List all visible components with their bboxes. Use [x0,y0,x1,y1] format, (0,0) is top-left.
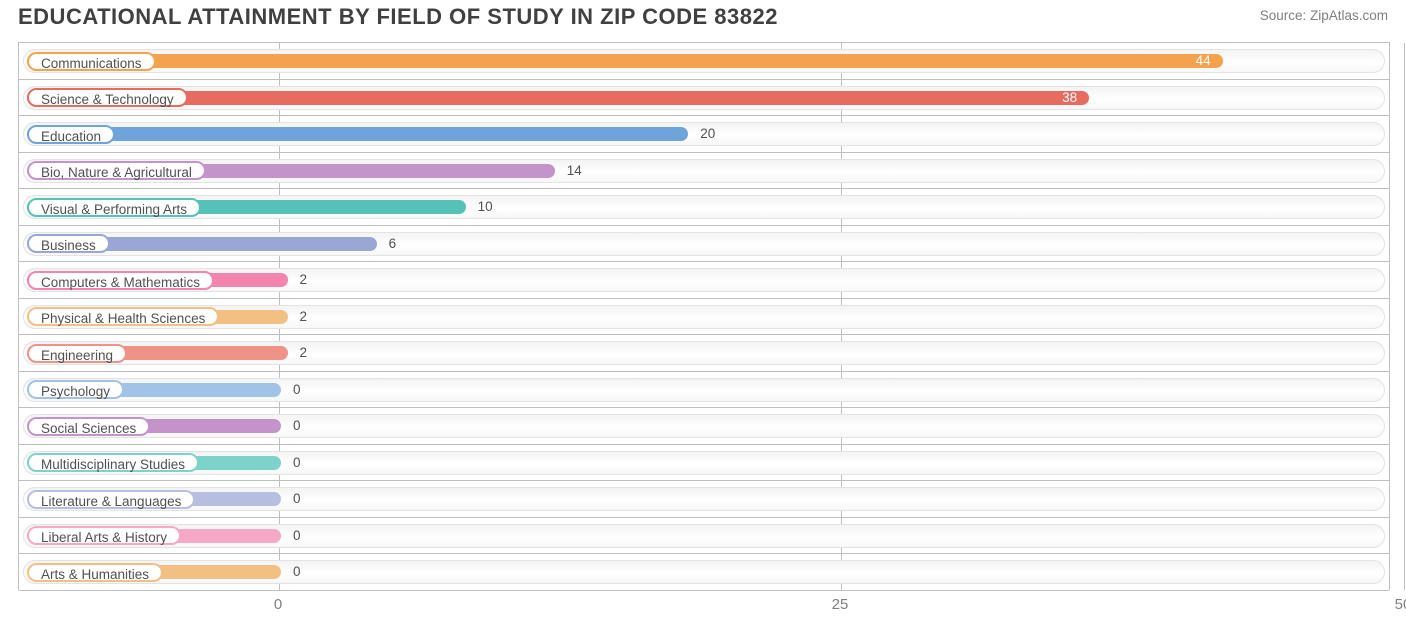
value-label: 0 [293,529,301,543]
category-pill: Physical & Health Sciences [27,307,219,326]
chart-row: Arts & Humanities 0 [19,554,1389,591]
chart-row: Literature & Languages 0 [19,481,1389,518]
bar-track: Social Sciences 0 [23,414,1385,438]
x-axis: 02550 [18,594,1390,622]
category-pill: Education [27,125,115,144]
bar-track: Engineering 2 [23,341,1385,365]
chart-row: Engineering 2 [19,335,1389,372]
category-pill: Psychology [27,380,124,399]
chart-row: Communications 44 [19,43,1389,80]
bar-track: Communications 44 [23,49,1385,73]
category-pill: Social Sciences [27,417,150,436]
bar-track: Business 6 [23,232,1385,256]
chart-title: EDUCATIONAL ATTAINMENT BY FIELD OF STUDY… [18,4,778,30]
value-label: 10 [478,200,493,214]
chart-row: Bio, Nature & Agricultural 14 [19,153,1389,190]
bar-track: Education 20 [23,122,1385,146]
value-label: 44 [1196,54,1211,68]
chart-row: Psychology 0 [19,372,1389,409]
value-label: 38 [1062,91,1077,105]
chart-row: Social Sciences 0 [19,408,1389,445]
chart-row: Business 6 [19,226,1389,263]
chart-row: Physical & Health Sciences 2 [19,299,1389,336]
value-label: 20 [700,127,715,141]
category-pill: Multidisciplinary Studies [27,453,199,472]
value-label: 0 [293,492,301,506]
category-pill: Literature & Languages [27,490,195,509]
value-label: 2 [300,346,308,360]
bar-track: Liberal Arts & History 0 [23,524,1385,548]
bar-track: Psychology 0 [23,378,1385,402]
category-pill: Visual & Performing Arts [27,198,201,217]
category-pill: Communications [27,52,156,71]
value-label: 0 [293,419,301,433]
data-bar [27,127,688,141]
x-tick-label: 0 [274,596,282,613]
chart-row: Visual & Performing Arts 10 [19,189,1389,226]
category-pill: Business [27,234,110,253]
x-tick-label: 25 [832,596,849,613]
bar-track: Visual & Performing Arts 10 [23,195,1385,219]
value-label: 2 [300,273,308,287]
bar-track: Multidisciplinary Studies 0 [23,451,1385,475]
gridline [1404,43,1405,590]
bar-track: Arts & Humanities 0 [23,560,1385,584]
category-pill: Engineering [27,344,127,363]
chart-row: Education 20 [19,116,1389,153]
x-tick-label: 50 [1395,596,1406,613]
chart-row: Liberal Arts & History 0 [19,518,1389,555]
category-pill: Computers & Mathematics [27,271,214,290]
bar-track: Physical & Health Sciences 2 [23,305,1385,329]
value-label: 0 [293,456,301,470]
value-label: 0 [293,383,301,397]
bar-track: Literature & Languages 0 [23,487,1385,511]
value-label: 14 [567,164,582,178]
category-pill: Liberal Arts & History [27,526,181,545]
value-label: 6 [389,237,397,251]
category-pill: Bio, Nature & Agricultural [27,161,206,180]
value-label: 0 [293,565,301,579]
bar-track: Computers & Mathematics 2 [23,268,1385,292]
chart-source: Source: ZipAtlas.com [1260,8,1388,23]
chart-row: Computers & Mathematics 2 [19,262,1389,299]
category-pill: Arts & Humanities [27,563,163,582]
bar-track: Science & Technology 38 [23,86,1385,110]
chart-row: Science & Technology 38 [19,80,1389,117]
bar-track: Bio, Nature & Agricultural 14 [23,159,1385,183]
value-label: 2 [300,310,308,324]
chart-row: Multidisciplinary Studies 0 [19,445,1389,482]
data-bar [27,54,1223,68]
chart-plot-area: Communications 44 Science & Technology 38 Ed… [18,42,1390,590]
category-pill: Science & Technology [27,88,188,107]
